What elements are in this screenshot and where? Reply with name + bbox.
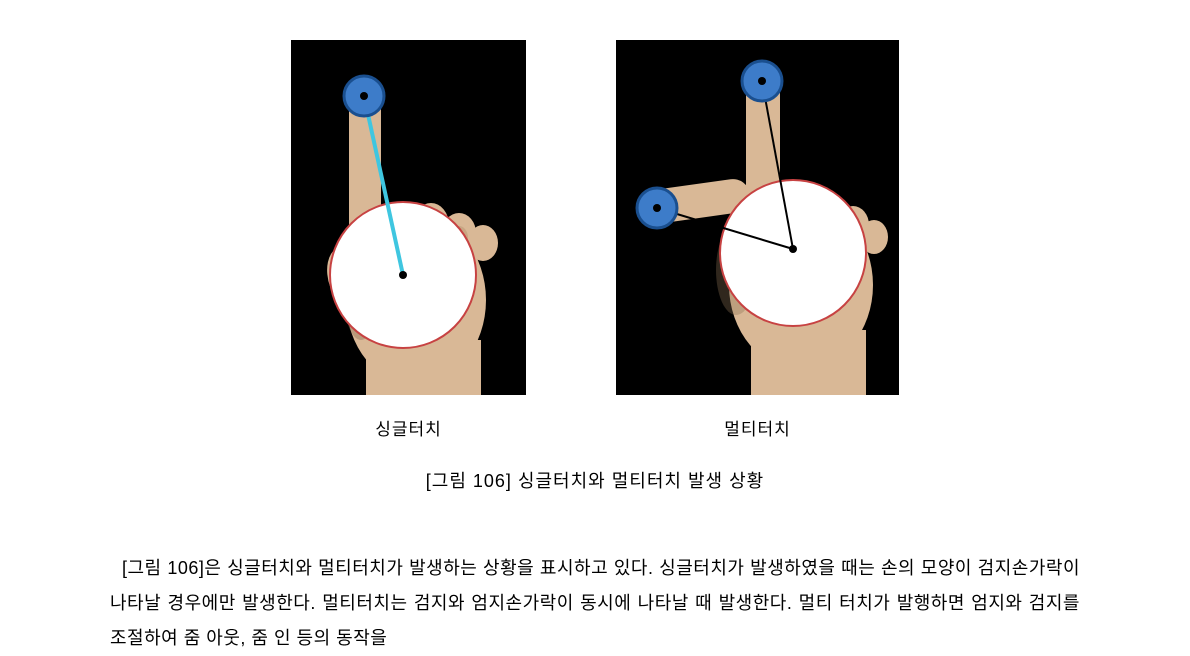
multi-touch-label: 멀티터치	[724, 415, 791, 440]
figure-caption: [그림 106] 싱글터치와 멀티터치 발생 상황	[110, 467, 1080, 493]
single-touch-image	[291, 40, 526, 395]
figure-panel-single: 싱글터치	[291, 40, 526, 440]
palm-center-dot	[789, 245, 797, 253]
multi-touch-svg	[616, 40, 899, 395]
figure-row: 싱글터치	[110, 40, 1080, 440]
figure-panel-multi: 멀티터치	[616, 40, 899, 440]
palm-center-dot	[399, 271, 407, 279]
touch-2-center-dot	[653, 204, 661, 212]
touch-1-center-dot	[758, 77, 766, 85]
body-paragraph: [그림 106]은 싱글터치와 멀티터치가 발생하는 상황을 표시하고 있다. …	[110, 551, 1080, 656]
touch-center-dot	[360, 92, 368, 100]
multi-touch-image	[616, 40, 899, 395]
single-touch-svg	[291, 40, 526, 395]
single-touch-label: 싱글터치	[375, 415, 442, 440]
